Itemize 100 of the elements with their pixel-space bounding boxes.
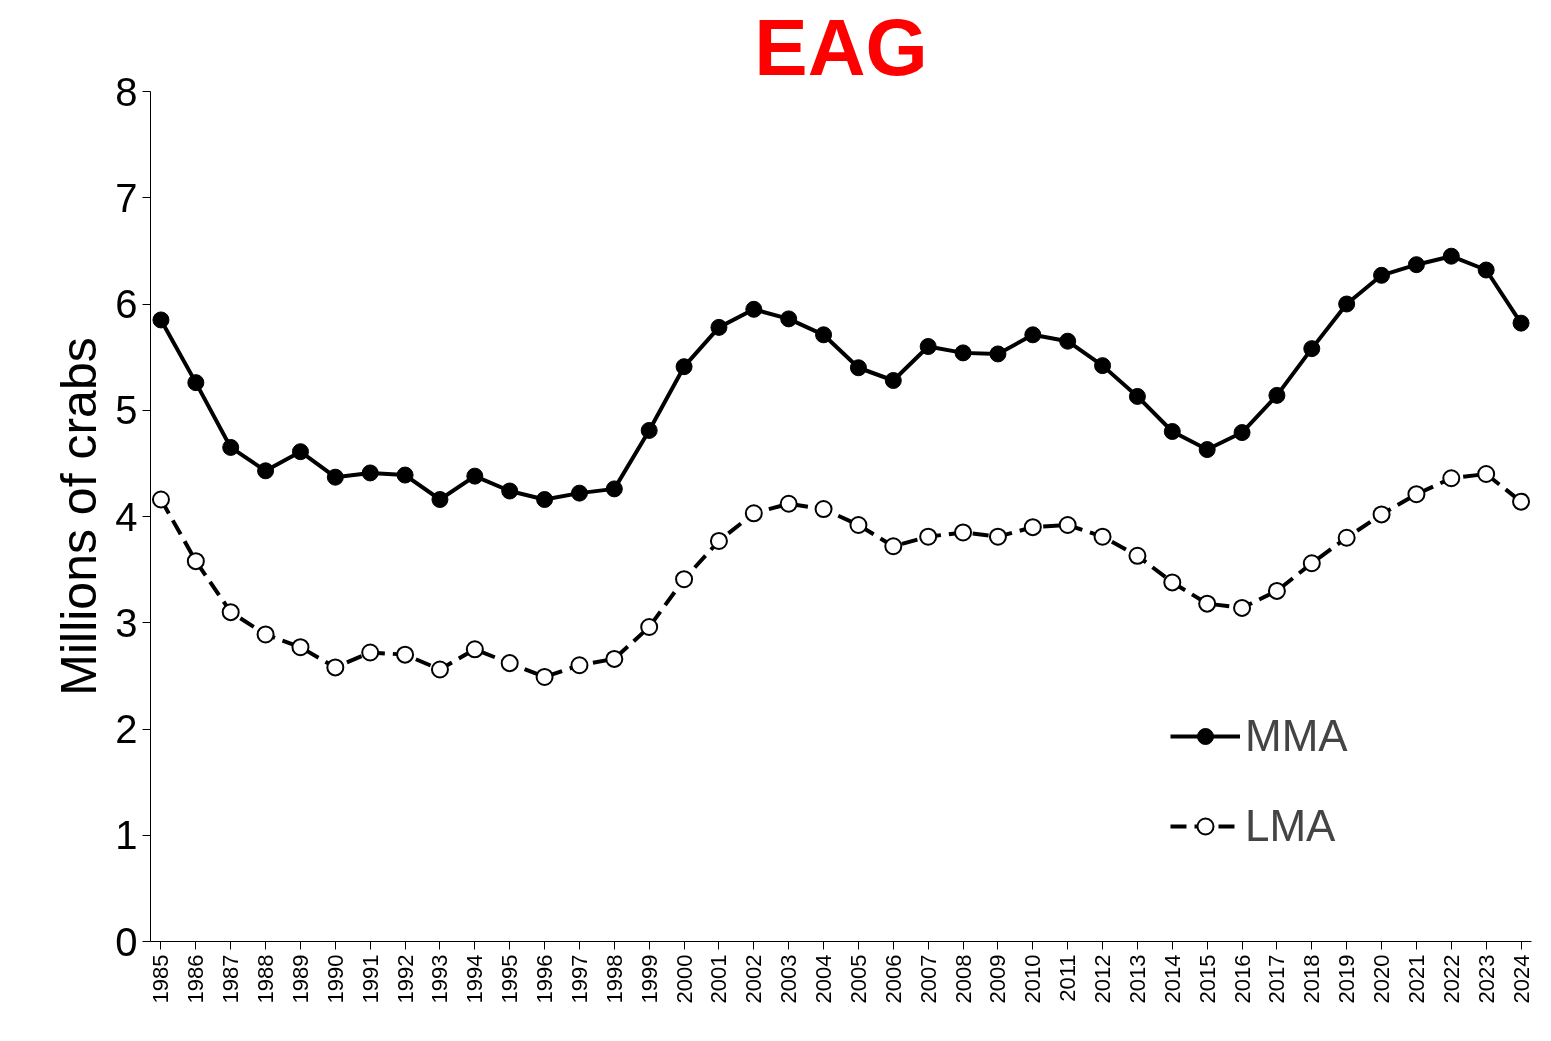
point [710, 318, 728, 336]
point [640, 421, 658, 439]
point [814, 500, 833, 519]
x-tick-label: 1987 [218, 954, 244, 1004]
x-tick-label: 1995 [497, 954, 523, 1004]
point [605, 649, 624, 668]
point [1338, 295, 1356, 313]
point [1023, 518, 1042, 537]
x-tick-label: 1998 [601, 954, 627, 1004]
point [675, 358, 693, 376]
point [257, 462, 275, 480]
point [884, 537, 903, 556]
x-tick-label: 2003 [776, 954, 802, 1004]
x-tick-label: 2006 [880, 954, 906, 1004]
point [465, 640, 484, 659]
x-tick-label: 2010 [1020, 954, 1046, 1004]
point [536, 491, 554, 508]
point [1512, 492, 1531, 511]
point [1407, 485, 1426, 504]
point [1372, 505, 1391, 524]
x-tick-label: 2022 [1438, 954, 1464, 1004]
point [396, 466, 414, 484]
point [1024, 326, 1042, 344]
y-tick-label: 6 [115, 282, 138, 326]
y-axis-title: Millions of crabs [51, 337, 108, 696]
point [779, 494, 798, 513]
point [431, 491, 449, 508]
point [187, 374, 205, 392]
y-tick-label: 8 [115, 69, 138, 114]
x-tick-label: 2013 [1124, 954, 1150, 1004]
point [430, 660, 449, 679]
point [1163, 573, 1182, 592]
x-tick-label: 1985 [148, 954, 174, 1004]
point [221, 603, 240, 622]
x-tick-label: 2019 [1334, 954, 1360, 1004]
point [744, 504, 763, 523]
point [780, 310, 798, 328]
legend-label: MMA [1245, 711, 1348, 761]
x-tick-label: 2016 [1229, 954, 1255, 1004]
point [500, 654, 519, 673]
point [605, 480, 623, 498]
y-tick-label: 3 [115, 600, 138, 645]
y-tick-label: 1 [115, 813, 138, 858]
x-tick-label: 2012 [1090, 954, 1116, 1004]
point [256, 625, 275, 644]
point [849, 516, 868, 534]
x-tick-label: 2014 [1159, 954, 1185, 1004]
point [1267, 581, 1286, 600]
point [361, 464, 379, 482]
point [1477, 261, 1495, 279]
point [988, 527, 1007, 546]
x-tick-label: 2017 [1264, 954, 1290, 1004]
point [326, 658, 345, 677]
point [884, 372, 902, 389]
point [989, 345, 1007, 363]
point [1094, 357, 1112, 375]
point [709, 531, 728, 550]
x-tick-label: 2011 [1055, 954, 1081, 1002]
point [1303, 340, 1321, 358]
point [291, 443, 309, 461]
x-tick-label: 1990 [322, 954, 348, 1004]
point [1058, 516, 1077, 534]
point [396, 645, 415, 664]
point [1093, 527, 1112, 546]
point [675, 570, 694, 589]
point [1407, 256, 1425, 274]
point [1163, 423, 1181, 440]
point [222, 438, 240, 456]
legend-label: LMA [1245, 801, 1336, 851]
point [745, 300, 763, 318]
x-tick-label: 1988 [253, 954, 279, 1004]
point [535, 667, 554, 686]
x-tick-label: 2020 [1369, 954, 1395, 1004]
point [1477, 465, 1496, 483]
point [1198, 594, 1217, 613]
x-tick-label: 1996 [532, 954, 558, 1004]
point [1128, 546, 1147, 565]
y-tick-label: 0 [115, 919, 138, 964]
point [1059, 332, 1077, 350]
point [1268, 386, 1286, 404]
x-tick-label: 2024 [1508, 954, 1534, 1004]
point [954, 344, 972, 362]
point [1128, 387, 1146, 405]
point [1442, 469, 1461, 488]
x-tick-label: 1994 [462, 954, 488, 1004]
point [919, 338, 937, 355]
point [1512, 314, 1530, 332]
point [1442, 247, 1460, 265]
x-tick-label: 2004 [811, 954, 837, 1004]
x-tick-label: 1992 [392, 954, 418, 1004]
x-tick-label: 1997 [566, 954, 592, 1004]
x-tick-label: 2018 [1299, 954, 1325, 1004]
x-tick-label: 1986 [183, 954, 209, 1004]
x-tick-label: 2008 [950, 954, 976, 1004]
point [1233, 424, 1251, 442]
point [1373, 266, 1391, 284]
point [186, 552, 205, 571]
point [570, 656, 589, 675]
x-tick-label: 1993 [427, 954, 453, 1004]
y-tick-label: 4 [115, 494, 138, 539]
